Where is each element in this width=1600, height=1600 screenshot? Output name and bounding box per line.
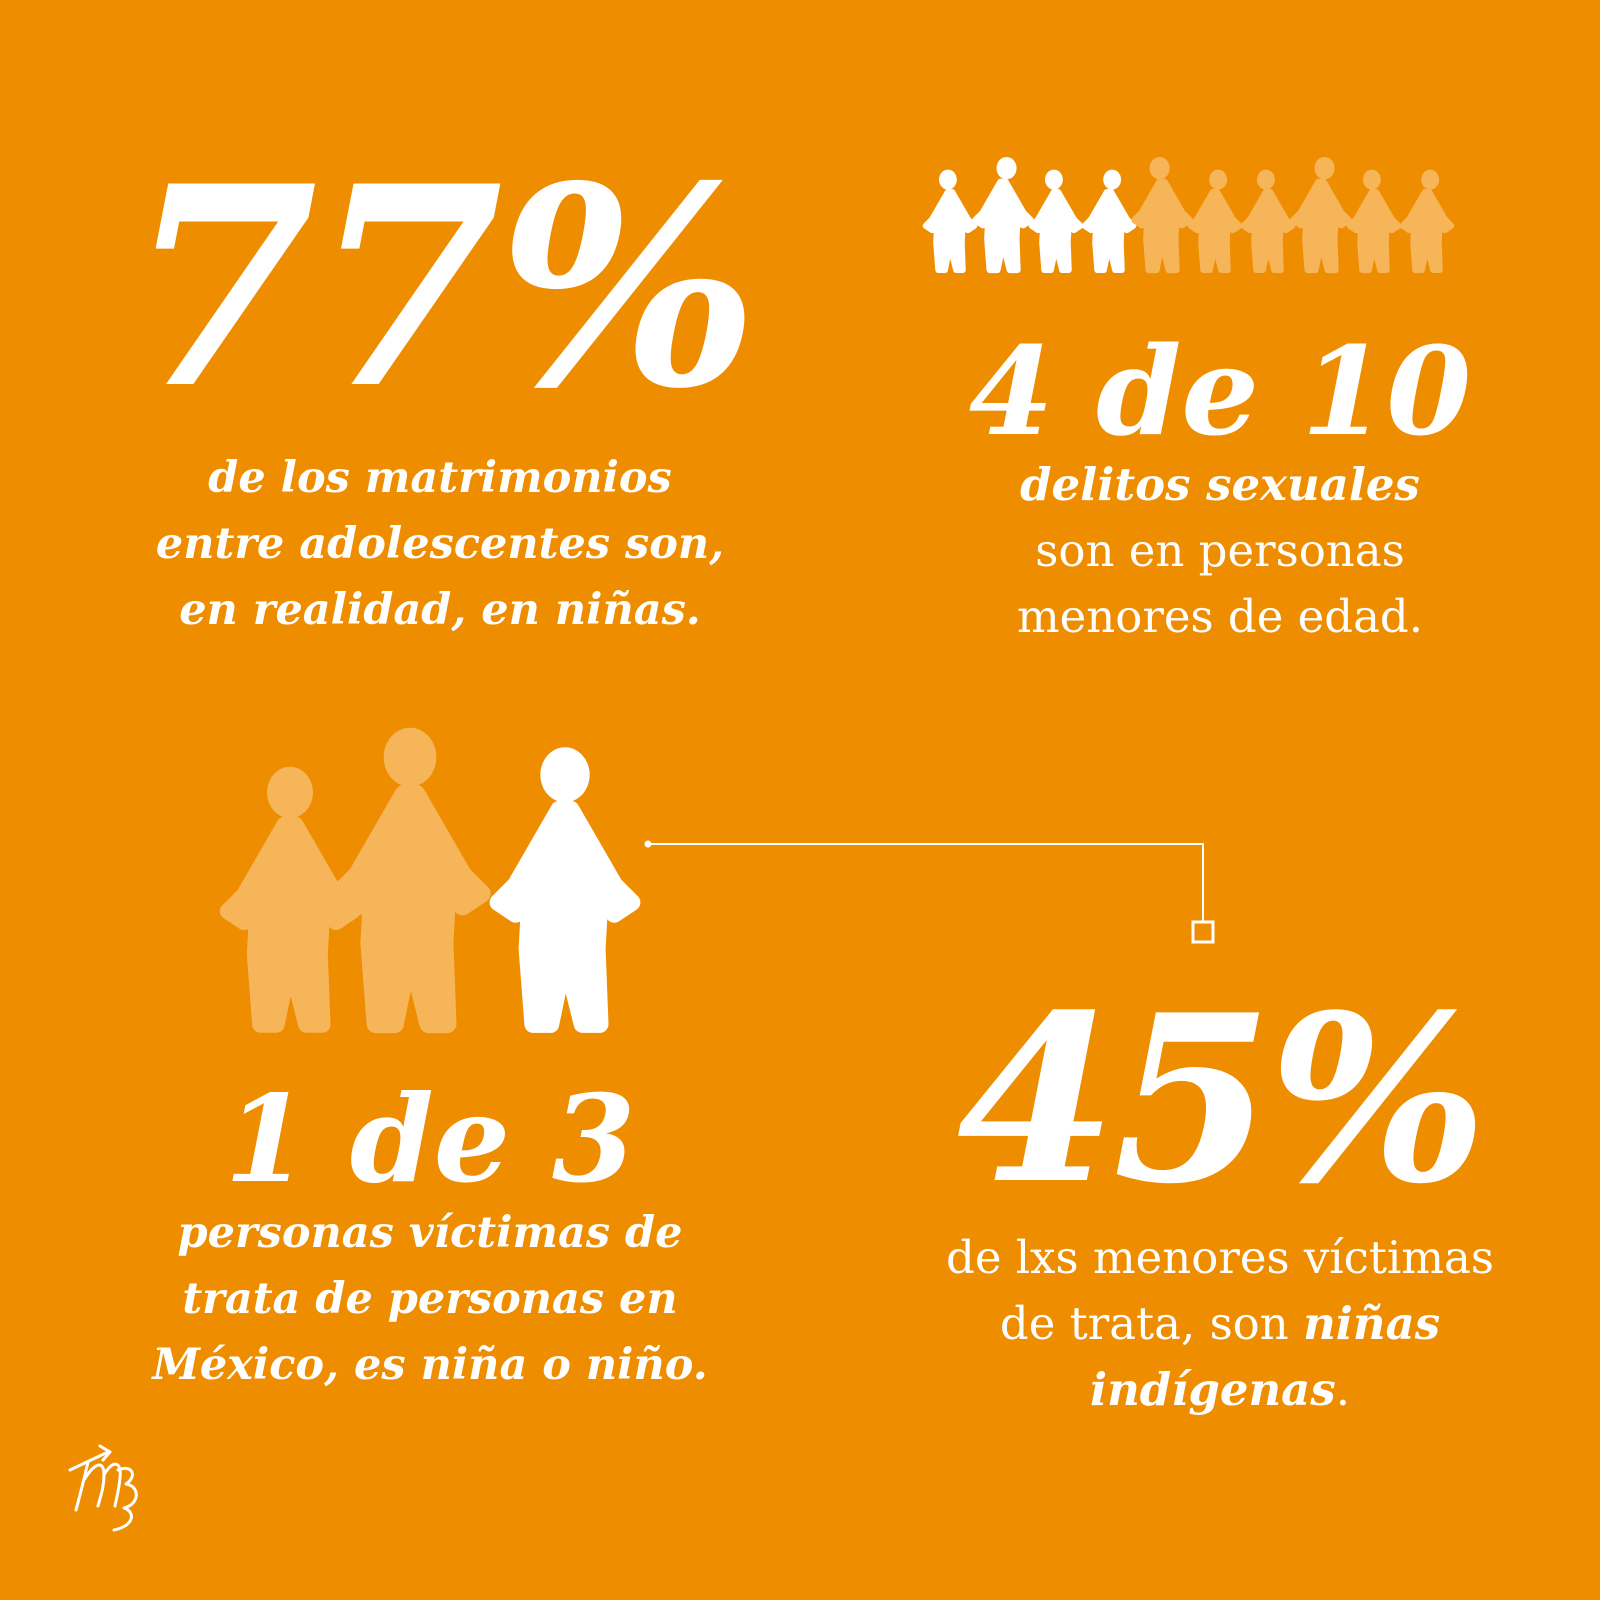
figure-faded bbox=[329, 727, 491, 1034]
stat-description-emphasis: indígenas bbox=[1090, 1363, 1336, 1416]
stat-45-percent: 45% de lxs menores víctimas de trata, so… bbox=[905, 985, 1535, 1423]
stat-description-line: en realidad, en niñas. bbox=[179, 585, 701, 635]
stat-description-line: son en personas bbox=[1035, 524, 1405, 577]
figure-faded bbox=[1240, 169, 1296, 274]
stat-4-of-10: 4 de 10 delitos sexuales son en personas… bbox=[920, 330, 1520, 650]
figure-highlighted bbox=[1081, 169, 1137, 274]
figure-faded bbox=[1346, 169, 1402, 274]
stat-description-line: de los matrimonios bbox=[208, 453, 672, 503]
stat-description-line: entre adolescentes son, bbox=[155, 519, 725, 569]
stat-description: delitos sexuales son en personas menores… bbox=[920, 452, 1520, 650]
stat-1-of-3: 1 de 3 personas víctimas de trata de per… bbox=[140, 1080, 720, 1398]
figure-highlighted bbox=[489, 747, 641, 1033]
stat-value: 45% bbox=[956, 965, 1488, 1235]
stat-description-text: de trata, son bbox=[999, 1297, 1304, 1350]
stat-description-line: de lxs menores víctimas bbox=[946, 1231, 1494, 1284]
figure-faded bbox=[1131, 156, 1193, 274]
stat-description: personas víctimas de trata de personas e… bbox=[140, 1200, 720, 1398]
figure-faded bbox=[1290, 156, 1352, 274]
connector-line bbox=[644, 840, 1215, 944]
stat-description: de lxs menores víctimas de trata, son ni… bbox=[905, 1225, 1535, 1423]
figure-highlighted bbox=[972, 156, 1034, 274]
stat-77-percent: 77% de los matrimonios entre adolescente… bbox=[100, 150, 780, 643]
stat-description: de los matrimonios entre adolescentes so… bbox=[100, 445, 780, 643]
stat-value: 77% bbox=[127, 126, 759, 449]
figure-highlighted bbox=[922, 169, 978, 274]
stat-description-line: de trata, son niñas bbox=[905, 1291, 1535, 1357]
stat-description-line: indígenas. bbox=[905, 1357, 1535, 1423]
stat-value: 1 de 3 bbox=[224, 1069, 636, 1210]
stat-description-line: menores de edad. bbox=[1016, 590, 1424, 643]
stat-description-line: delitos sexuales bbox=[1020, 458, 1420, 511]
stat-description-line: México, es niña o niño. bbox=[152, 1340, 708, 1390]
figure-faded bbox=[1399, 169, 1455, 274]
figure-highlighted bbox=[1028, 169, 1084, 274]
stat-description-line: trata de personas en bbox=[182, 1274, 678, 1324]
stat-value: 4 de 10 bbox=[968, 319, 1472, 463]
stat-description-line: personas víctimas de bbox=[177, 1208, 683, 1258]
figure-faded bbox=[1187, 169, 1243, 274]
stat-description-emphasis: niñas bbox=[1303, 1297, 1441, 1350]
stat-description-text: . bbox=[1335, 1363, 1350, 1416]
